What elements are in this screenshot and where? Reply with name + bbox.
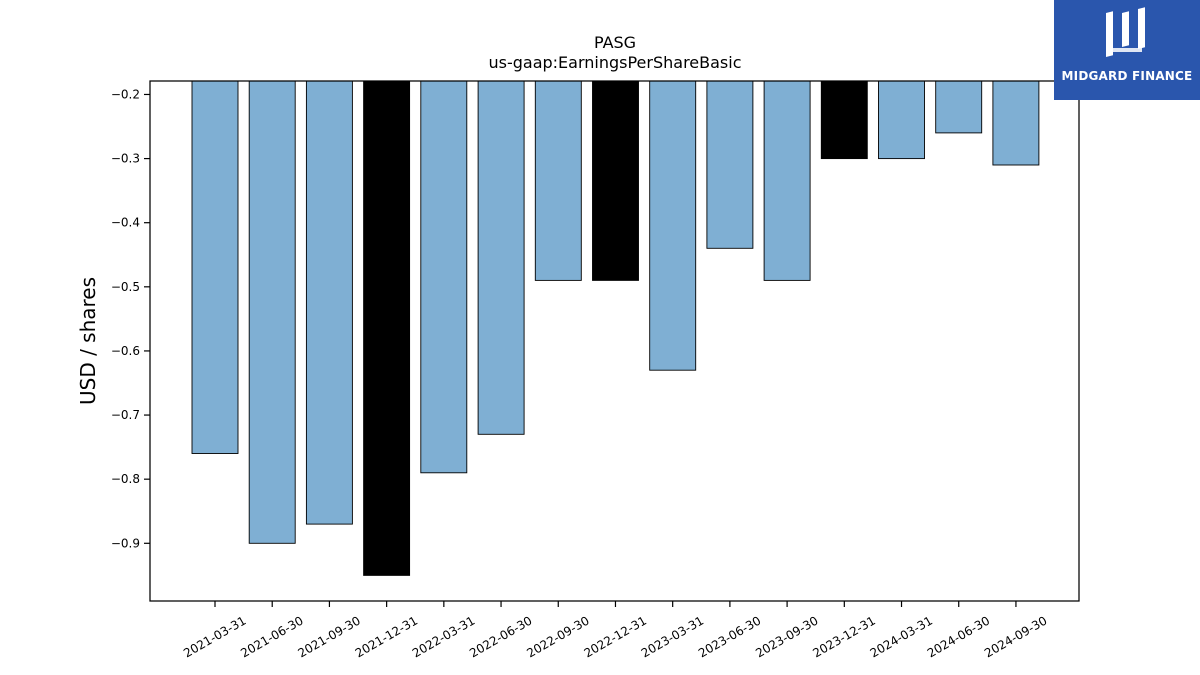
x-tick-label: 2021-09-30 <box>296 613 363 660</box>
x-tick-label: 2022-03-31 <box>410 613 477 660</box>
brand-logo-text: MIDGARD FINANCE <box>1061 69 1193 83</box>
bar-2023-09-30 <box>763 80 811 281</box>
bars-group <box>191 80 1040 576</box>
x-tick-label: 2021-03-31 <box>181 613 248 660</box>
bar-2021-03-31 <box>191 80 239 454</box>
x-tick-label: 2023-09-30 <box>753 613 820 660</box>
y-tick-label: −0.7 <box>111 408 140 422</box>
bar-2024-06-30 <box>935 80 983 134</box>
bar-2023-03-31 <box>649 80 697 371</box>
chart-title: PASG <box>594 33 636 52</box>
x-tick-label: 2024-09-30 <box>982 613 1049 660</box>
y-axis-ticks: −0.2 −0.3 −0.4 −0.5 −0.6 −0.7 −0.8 −0.9 <box>111 87 150 550</box>
y-tick-label: −0.6 <box>111 344 140 358</box>
x-tick-label: 2022-12-31 <box>582 613 649 660</box>
chart-subtitle: us-gaap:EarningsPerShareBasic <box>488 53 741 72</box>
bar-2021-12-31 <box>363 80 411 576</box>
y-tick-label: −0.5 <box>111 280 140 294</box>
bar-2022-12-31 <box>592 80 639 281</box>
y-tick-label: −0.3 <box>111 152 140 166</box>
x-axis-ticks: 2021-03-312021-06-302021-09-302021-12-31… <box>181 601 1049 660</box>
y-tick-label: −0.4 <box>111 216 140 230</box>
y-tick-label: −0.9 <box>111 536 140 550</box>
brand-logo: MIDGARD FINANCE <box>1054 0 1200 100</box>
x-tick-label: 2021-06-30 <box>238 613 305 660</box>
y-tick-label: −0.8 <box>111 472 140 486</box>
x-tick-label: 2023-03-31 <box>639 613 706 660</box>
bar-2023-06-30 <box>706 80 754 249</box>
y-tick-label: −0.2 <box>111 87 140 101</box>
bar-2023-12-31 <box>820 80 868 160</box>
bar-2024-09-30 <box>992 80 1040 166</box>
brand-logo-mark-icon <box>1106 7 1145 58</box>
x-tick-label: 2021-12-31 <box>353 613 420 660</box>
y-axis-label: USD / shares <box>76 277 100 405</box>
x-tick-label: 2024-03-31 <box>868 613 935 660</box>
bar-2021-06-30 <box>248 80 296 544</box>
x-tick-label: 2024-06-30 <box>925 613 992 660</box>
plot-frame <box>149 80 1080 602</box>
bar-2022-09-30 <box>534 80 582 281</box>
x-tick-label: 2023-12-31 <box>810 613 877 660</box>
bar-2022-06-30 <box>477 80 525 435</box>
x-tick-label: 2022-09-30 <box>524 613 591 660</box>
x-tick-label: 2022-06-30 <box>467 613 534 660</box>
bar-2024-03-31 <box>878 80 925 160</box>
x-tick-label: 2023-06-30 <box>696 613 763 660</box>
bar-2022-03-31 <box>420 80 468 474</box>
bar-2021-09-30 <box>305 80 353 525</box>
